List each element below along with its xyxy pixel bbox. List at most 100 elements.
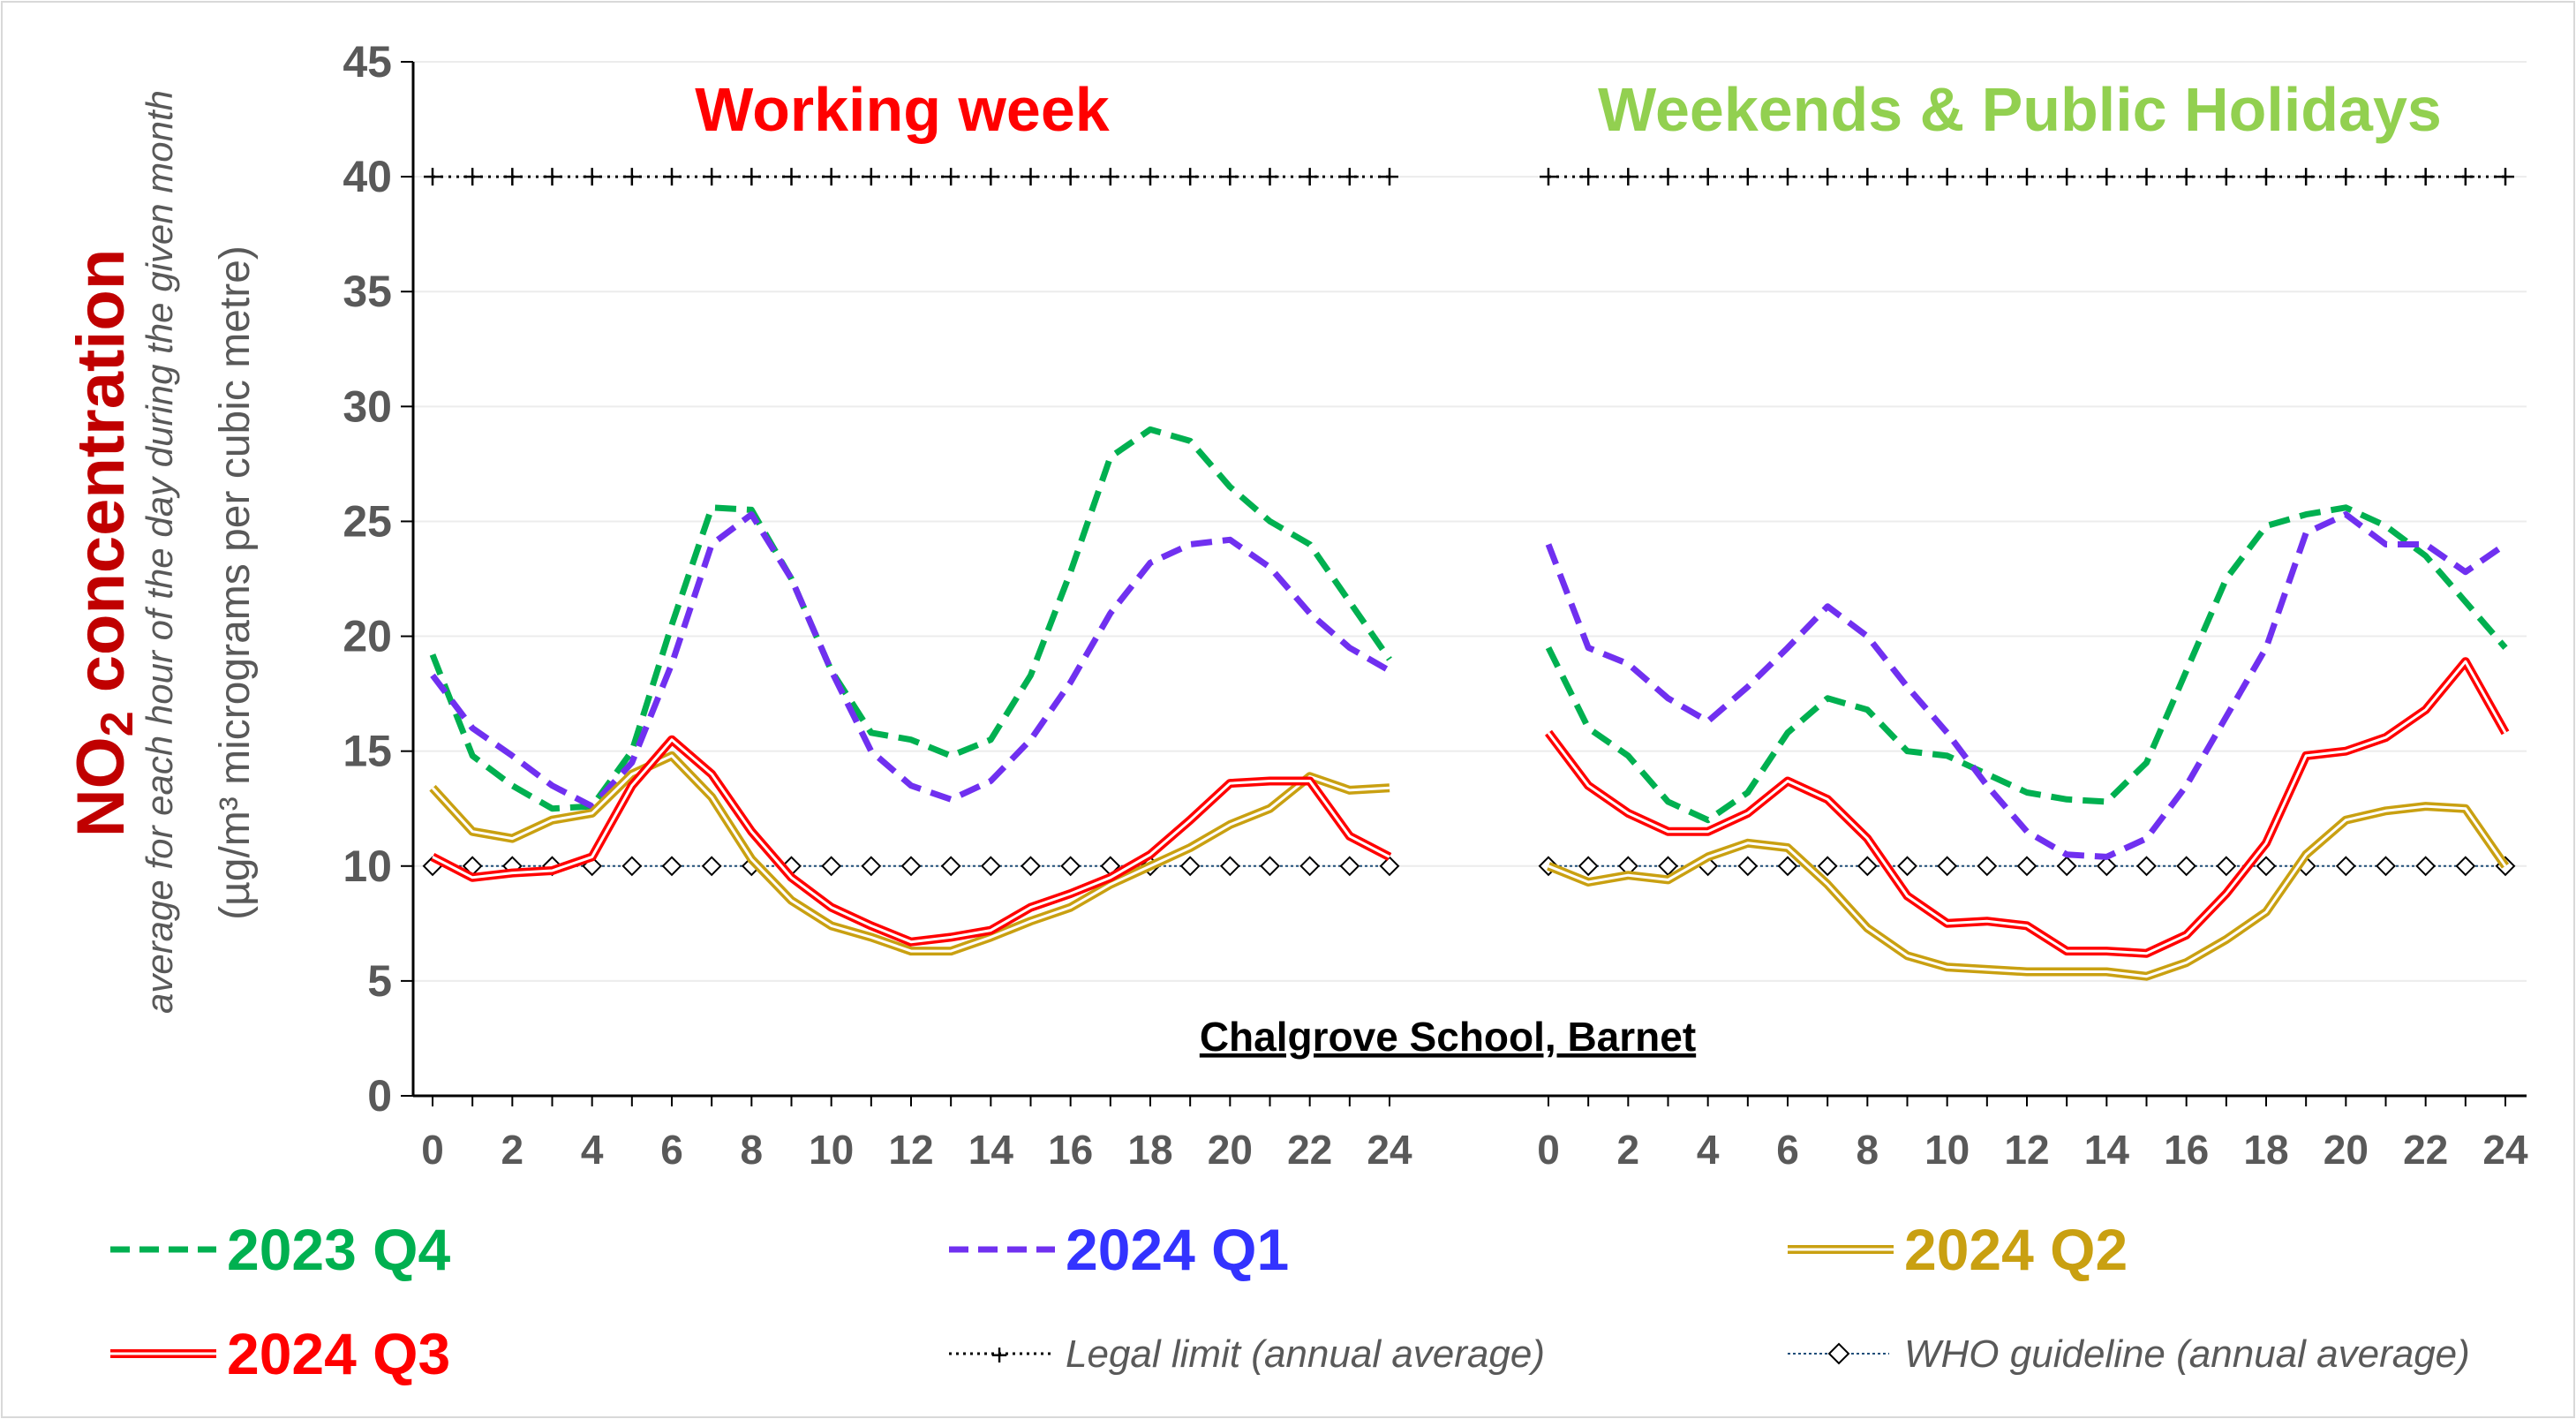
legal-limit-marker-p1-16 xyxy=(2177,168,2196,186)
legend-marker-diamond xyxy=(1827,1342,1850,1365)
x-tick-label-p0-6: 6 xyxy=(660,1127,683,1173)
who-guideline-marker-p0-20 xyxy=(1219,856,1240,877)
legal-limit-marker-p1-4 xyxy=(1699,168,1717,186)
y-tick-label-10: 10 xyxy=(343,842,392,891)
legal-limit-marker-p0-17 xyxy=(1101,168,1119,186)
legal-limit-marker-p1-9 xyxy=(1898,168,1917,186)
x-axes: 0 2 4 6 8 10 12 14 16 18 20 22 24 0 2 4 6 8 10 12 14 16 18 20 22… xyxy=(421,1096,2528,1173)
who-guideline-marker-p1-17 xyxy=(2216,856,2237,877)
y-tick-label-25: 25 xyxy=(343,496,392,546)
who-guideline-marker-p0-16 xyxy=(1060,856,1081,877)
legal-limit-marker-p1-19 xyxy=(2297,168,2316,186)
legal-limit-marker-p0-1 xyxy=(463,168,482,186)
legal-limit-marker-p0-5 xyxy=(622,168,641,186)
legal-limit-marker-p0-3 xyxy=(543,168,561,186)
location-label: Chalgrove School, Barnet xyxy=(1200,1014,1696,1060)
legend-item-who-guideline: WHO guideline (annual average) xyxy=(1788,1332,2470,1376)
x-tick-label-p1-4: 4 xyxy=(1697,1127,1720,1173)
legal-limit-marker-p0-7 xyxy=(703,168,721,186)
legend-label-2024-q3: 2024 Q3 xyxy=(227,1321,450,1386)
y-tick-label-45: 45 xyxy=(343,37,392,87)
y-tick-label-20: 20 xyxy=(343,612,392,661)
legal-limit-marker-p0-11 xyxy=(862,168,880,186)
legal-limit-marker-p1-11 xyxy=(1977,168,1996,186)
series-2024-q3-weekday-line-inner xyxy=(432,738,1390,944)
who-guideline-marker-p0-24 xyxy=(1379,856,1400,877)
legal-limit-marker-p1-13 xyxy=(2058,168,2076,186)
who-guideline-marker-p0-21 xyxy=(1260,856,1280,877)
legal-limit-marker-p0-23 xyxy=(1340,168,1359,186)
panel-title-working-week: Working week xyxy=(695,75,1109,144)
legal-limit-marker-p1-15 xyxy=(2137,168,2156,186)
legal-limit-marker-p1-17 xyxy=(2217,168,2235,186)
x-tick-label-p1-20: 20 xyxy=(2324,1127,2369,1173)
who-guideline-marker-p1-22 xyxy=(2415,856,2437,877)
legal-limit-marker-p0-24 xyxy=(1381,168,1398,186)
y-axis-title-line2: average for each hour of the day during … xyxy=(139,90,180,1014)
x-tick-label-p0-4: 4 xyxy=(581,1127,604,1173)
series-2024-q1-weekend-line xyxy=(1545,511,2507,860)
x-tick-label-p1-24: 24 xyxy=(2482,1127,2528,1173)
legal-limit-marker-p0-2 xyxy=(503,168,522,186)
legal-limit-marker-p1-3 xyxy=(1659,168,1677,186)
legal-limit-marker-p1-0 xyxy=(1540,168,1557,186)
who-guideline-marker-p1-5 xyxy=(1737,856,1759,877)
x-tick-label-p1-12: 12 xyxy=(2004,1127,2049,1173)
who-guideline-marker-p1-23 xyxy=(2455,856,2476,877)
who-guideline-marker-p1-16 xyxy=(2176,856,2197,877)
legend-item-2024-q1: 2024 Q1 xyxy=(949,1217,1289,1282)
legal-limit-marker-p1-1 xyxy=(1579,168,1598,186)
who-guideline-marker-p1-20 xyxy=(2335,856,2356,877)
legend-label-2024-q1: 2024 Q1 xyxy=(1066,1217,1289,1282)
x-tick-label-p1-6: 6 xyxy=(1776,1127,1799,1173)
who-guideline-marker-p1-14 xyxy=(2096,856,2117,877)
x-tick-label-p0-8: 8 xyxy=(741,1127,764,1173)
y-tick-label-35: 35 xyxy=(343,267,392,316)
legal-limit-marker-p1-22 xyxy=(2416,168,2435,186)
who-guideline-marker-p0-13 xyxy=(940,856,961,877)
who-guideline-marker-p1-21 xyxy=(2376,856,2396,877)
x-tick-label-p0-22: 22 xyxy=(1287,1127,1332,1173)
y-axis-title: NO2 concentration average for each hour … xyxy=(64,90,259,1014)
y-tick-label-30: 30 xyxy=(343,381,392,431)
legend-item-2023-q4: 2023 Q4 xyxy=(110,1217,450,1282)
legend-label-2023-q4: 2023 Q4 xyxy=(227,1217,450,1282)
y-axis-title-line3: (µg/m³ micrograms per cubic metre) xyxy=(212,245,259,920)
legal-limit-marker-p1-23 xyxy=(2456,168,2474,186)
y-tick-label-0: 0 xyxy=(367,1071,392,1121)
y-title-prefix: NO xyxy=(64,736,139,837)
legal-limit-marker-p1-8 xyxy=(1858,168,1877,186)
who-guideline-marker-p1-6 xyxy=(1777,856,1798,877)
legal-limit-marker-p1-2 xyxy=(1619,168,1638,186)
legend-item-2024-q3: 2024 Q3 xyxy=(110,1321,450,1386)
x-tick-label-p0-18: 18 xyxy=(1127,1127,1172,1173)
legal-limit-marker-p1-20 xyxy=(2337,168,2355,186)
legal-limit-marker-p1-7 xyxy=(1819,168,1837,186)
who-guideline-marker-p1-7 xyxy=(1817,856,1838,877)
legal-limit-marker-p0-13 xyxy=(942,168,960,186)
series-2023-q4-weekday-line xyxy=(429,426,1392,812)
legend-item-legal-limit: + Legal limit (annual average) xyxy=(949,1332,1545,1376)
legal-limit-marker-p0-22 xyxy=(1300,168,1319,186)
who-guideline-marker-p0-23 xyxy=(1339,856,1360,877)
who-guideline-marker-p1-1 xyxy=(1578,856,1599,877)
legal-limit-marker-p0-8 xyxy=(742,168,761,186)
who-guideline-marker-p0-12 xyxy=(900,856,922,877)
x-tick-label-p1-18: 18 xyxy=(2243,1127,2288,1173)
who-guideline-marker-p1-8 xyxy=(1857,856,1878,877)
who-guideline-marker-p0-6 xyxy=(661,856,682,877)
x-tick-label-p0-0: 0 xyxy=(421,1127,444,1173)
x-tick-label-p1-14: 14 xyxy=(2084,1127,2130,1173)
legal-limit-marker-p1-6 xyxy=(1779,168,1796,186)
x-tick-label-p1-8: 8 xyxy=(1857,1127,1879,1173)
legend: 2023 Q4 2024 Q1 2024 Q2 2024 Q3 + Legal … xyxy=(110,1217,2470,1386)
legal-limit-marker-p1-14 xyxy=(2098,168,2116,186)
x-tick-label-p0-10: 10 xyxy=(809,1127,854,1173)
x-tick-label-p0-20: 20 xyxy=(1208,1127,1253,1173)
legend-label-2024-q2: 2024 Q2 xyxy=(1904,1217,2128,1282)
y-tick-label-5: 5 xyxy=(367,956,392,1006)
legal-limit-marker-p0-19 xyxy=(1181,168,1200,186)
legal-limit-marker-p1-21 xyxy=(2376,168,2395,186)
legal-limit-marker-p0-12 xyxy=(902,168,920,186)
